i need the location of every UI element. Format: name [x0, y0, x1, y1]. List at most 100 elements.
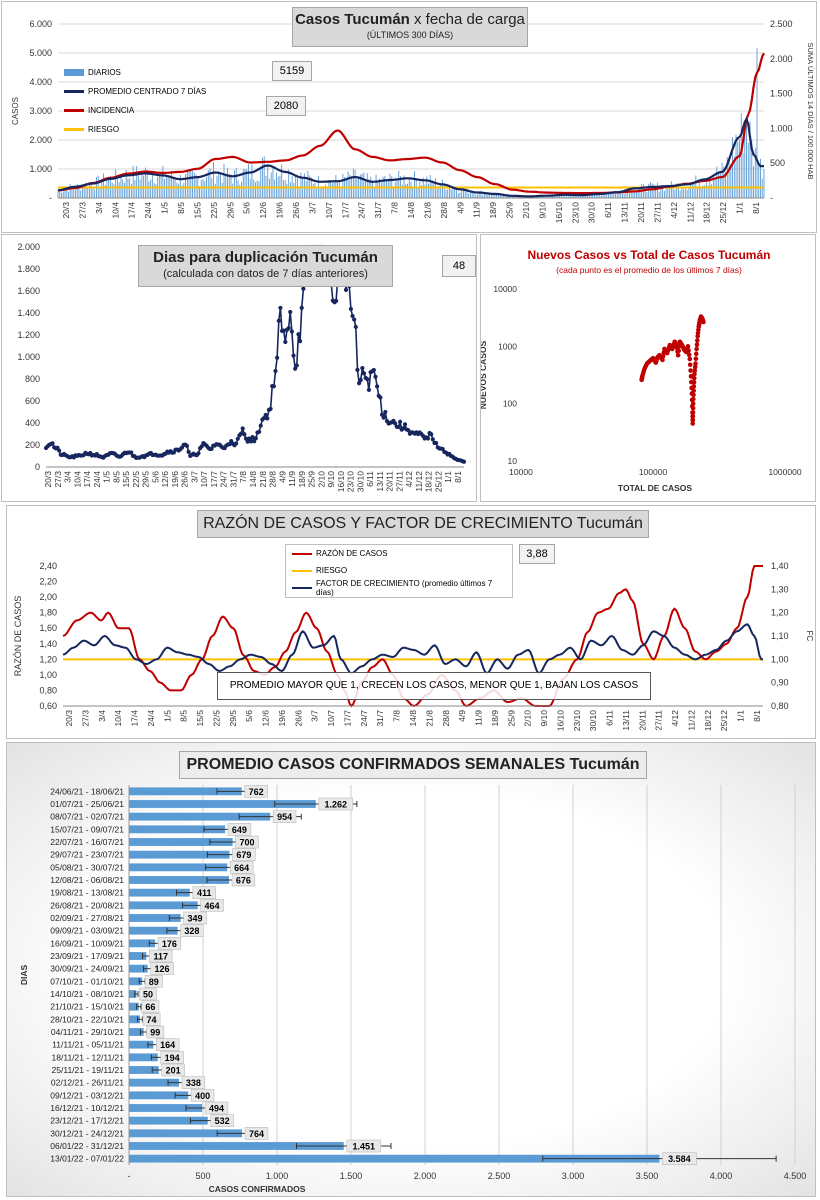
bar-diarios [690, 183, 692, 198]
x-tick-label: 11/12 [685, 202, 695, 223]
bar-diarios [270, 172, 272, 198]
x-tick-label: 27/11 [394, 471, 404, 492]
bar-diarios [78, 184, 80, 198]
bar-diarios [227, 167, 228, 198]
y2-tick-label: 1,00 [771, 654, 789, 664]
duplicacion-point [271, 384, 276, 389]
bar-diarios [234, 170, 235, 198]
bar-diarios [394, 181, 396, 198]
bar-diarios [436, 187, 438, 198]
bar-diarios [665, 184, 667, 198]
x-tick-label: 1.500 [340, 1171, 363, 1181]
x-tick-label: 7/8 [390, 202, 400, 214]
y2-tick-label: 2.000 [770, 54, 793, 64]
bar-diarios [723, 166, 725, 198]
bar-diarios [380, 182, 382, 198]
duplicacion-point [288, 309, 293, 315]
x-tick-label: 2/10 [521, 202, 531, 219]
legend-incidencia: INCIDENCIA [88, 106, 135, 115]
x-tick-label: 17/7 [342, 710, 352, 727]
chart-duplicacion-title-box: Dias para duplicación Tucumán (calculada… [138, 245, 393, 287]
x-tick-label: 27/11 [652, 202, 662, 223]
bar [129, 1142, 344, 1150]
bar-diarios [69, 183, 71, 198]
category-label: 05/08/21 - 30/07/21 [50, 862, 124, 872]
chart-semanales-title-box: PROMEDIO CASOS CONFIRMADOS SEMANALES Tuc… [179, 751, 647, 779]
scatter-point [691, 375, 697, 381]
bar-diarios [611, 192, 613, 198]
duplicacion-point [250, 434, 255, 440]
duplicacion-point [238, 431, 244, 436]
x-tick-label: 1/1 [735, 202, 745, 214]
bar-diarios [155, 184, 157, 198]
x-tick-label: 29/5 [228, 710, 238, 727]
bar-diarios [462, 189, 464, 198]
x-tick-label: 23/10 [346, 471, 356, 493]
x-tick-label: 18/12 [703, 710, 713, 732]
bar-diarios [684, 186, 686, 198]
bar-diarios [618, 191, 620, 198]
legend-riesgo-razon: RIESGO [316, 566, 348, 575]
bar-diarios [235, 167, 237, 198]
category-label: 01/07/21 - 25/06/21 [50, 799, 124, 809]
x-tick-label: 19/6 [275, 202, 285, 219]
scatter-point [690, 410, 696, 415]
bar-diarios [613, 192, 615, 198]
x-tick-label: 1/5 [160, 202, 170, 214]
bar-diarios [375, 174, 377, 198]
bar-diarios [209, 168, 211, 198]
bar-diarios [61, 192, 62, 198]
bar-diarios [137, 174, 139, 198]
bar-diarios [176, 182, 178, 198]
bar-diarios [66, 188, 68, 198]
x-tick-label: 10/4 [113, 710, 123, 727]
bar-diarios [524, 196, 526, 198]
duplicacion-point [234, 441, 239, 446]
scatter-title: Nuevos Casos vs Total de Casos Tucumán [528, 248, 771, 262]
bar [129, 1116, 208, 1125]
scatter-point [692, 368, 698, 373]
x-tick-label: 31/7 [228, 471, 238, 488]
bar-diarios [461, 187, 463, 198]
bar-diarios [387, 180, 389, 198]
scatter-point [693, 356, 699, 362]
bar [129, 1053, 158, 1062]
x-tick-label: 10/7 [326, 710, 336, 727]
scatter-point [685, 344, 691, 349]
x-tick-label: 25/9 [505, 202, 515, 219]
x-tick-label: 20/11 [385, 471, 395, 492]
duplicacion-point [401, 426, 406, 431]
duplicacion-point [371, 367, 376, 373]
duplicacion-point [361, 371, 367, 376]
x-tick-label: 26/6 [293, 710, 303, 727]
duplicacion-point [245, 439, 250, 444]
x-axis-label: TOTAL DE CASOS [618, 483, 692, 493]
x-tick-label: 5/6 [244, 710, 254, 722]
razon-annotation: PROMEDIO MAYOR QUE 1, CRECEN LOS CASOS, … [217, 672, 651, 700]
bar-diarios [372, 182, 374, 198]
x-tick-label: 25/12 [719, 710, 729, 732]
bar-diarios [587, 195, 588, 198]
data-label-box [157, 937, 182, 950]
duplicacion-point [378, 395, 383, 400]
bar-diarios [452, 188, 454, 198]
bar-diarios [627, 190, 629, 198]
x-tick-label: 10/4 [72, 471, 82, 488]
x-tick-label: 6/11 [605, 710, 615, 726]
bar-diarios [646, 192, 648, 198]
bar-diarios [574, 195, 576, 198]
x-tick-label: 4/12 [404, 471, 414, 488]
bar-diarios [251, 164, 253, 198]
bar-diarios [275, 172, 277, 198]
y-axis-label: NUEVOS CASOS [481, 340, 488, 409]
duplicacion-point [268, 406, 273, 412]
bar-diarios [303, 173, 305, 198]
data-label-box [244, 1127, 269, 1140]
y-tick-label: 1000 [498, 341, 517, 351]
bar-diarios [464, 189, 466, 198]
bar-diarios [559, 194, 560, 198]
bar-diarios [207, 170, 209, 198]
x-tick-label: 8/5 [176, 202, 186, 214]
x-tick-label: 30/10 [588, 710, 598, 732]
bar-diarios [185, 174, 187, 198]
